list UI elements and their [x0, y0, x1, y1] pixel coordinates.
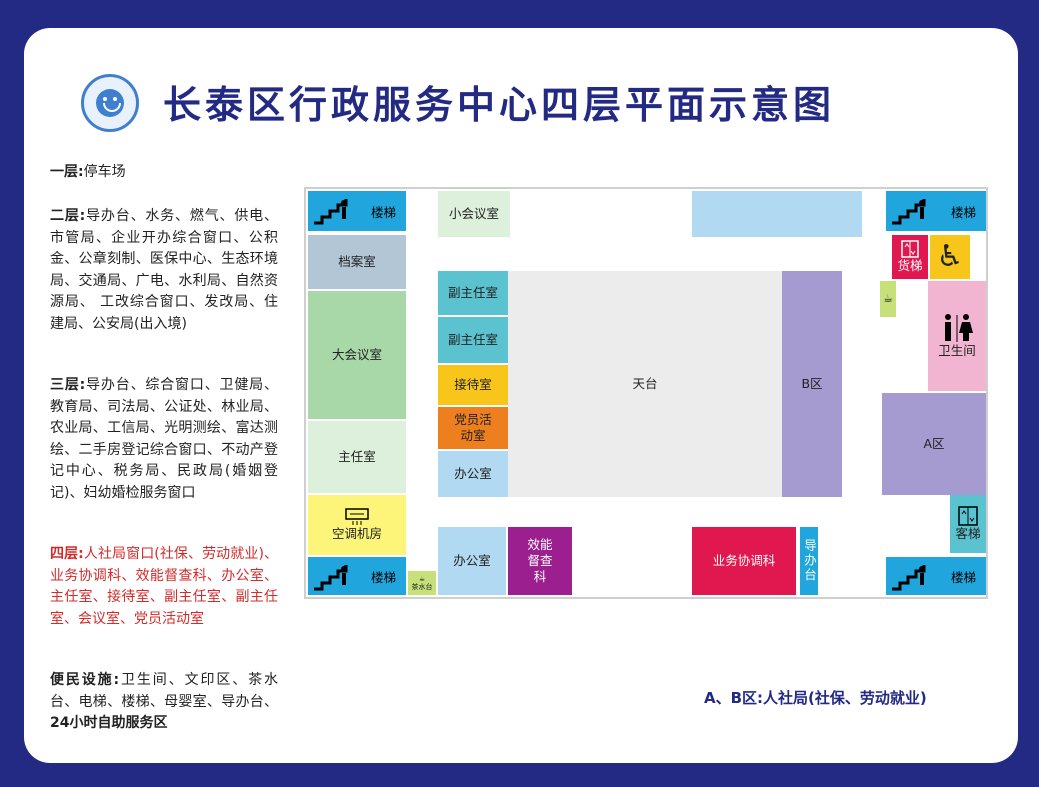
- stairs-label: 楼梯: [370, 204, 396, 220]
- office1-label: 办公室: [454, 466, 492, 481]
- elevator-icon: [901, 240, 919, 258]
- stairs-label: 楼梯: [950, 569, 976, 585]
- passenger-elevator: 客梯: [950, 495, 986, 553]
- small-meeting-label: 小会议室: [448, 206, 499, 221]
- accessible-toilet: ♿: [930, 235, 970, 279]
- legend-f1-label: 一层:: [50, 164, 84, 180]
- stairs-label: 楼梯: [370, 569, 396, 585]
- smile-face-icon: [96, 89, 124, 117]
- tea-label: 茶水台: [411, 583, 433, 591]
- legend-fac-bold: 24小时自助服务区: [50, 715, 168, 731]
- stairs-icon: [314, 565, 348, 591]
- zone-note: A、B区:人社局(社保、劳动就业): [704, 689, 927, 707]
- freight-label: 货梯: [897, 258, 923, 273]
- center-logo: [81, 74, 139, 132]
- director-room: 主任室: [308, 421, 406, 493]
- deputy2-label: 副主任室: [447, 332, 498, 347]
- archive-room: 档案室: [308, 235, 406, 289]
- party-activity-room: 党员活动室: [438, 407, 508, 449]
- legend-facilities: 便民设施:卫生间、文印区、茶水台、电梯、楼梯、母婴室、导办台、 24小时自助服务区: [50, 670, 278, 735]
- legend-floor-3: 三层:导办台、综合窗口、卫健局、教育局、司法局、公证处、林业局、农业局、工信局、…: [50, 375, 278, 504]
- deputy1-label: 副主任室: [447, 285, 498, 300]
- cup-icon: ☕: [883, 292, 893, 305]
- zone-a: A区: [882, 393, 986, 495]
- rooftop-terrace: 天台: [508, 271, 782, 497]
- aircon-room: 空调机房: [308, 495, 406, 555]
- stairs-top-right: 楼梯: [886, 191, 986, 231]
- legend-f2-label: 二层:: [50, 208, 86, 224]
- legend-floor-4: 四层:人社局窗口(社保、劳动就业)、业务协调科、效能督查科、办公室、 主任室、接…: [50, 544, 278, 630]
- deputy-director-room-2: 副主任室: [438, 317, 508, 363]
- aircon-label: 空调机房: [331, 526, 382, 541]
- legend-fac-label: 便民设施:: [50, 672, 120, 688]
- legend-f4-label: 四层:: [50, 546, 84, 562]
- restroom: 卫生间: [928, 281, 986, 391]
- legend-f2-text: 导办台、水务、燃气、供电、市管局、企业开办综合窗口、公积金、公章刻制、医保中心、…: [50, 208, 279, 332]
- legend-fac-text: 卫生间、文印区、茶水台、电梯、楼梯、母婴室、导办台、: [50, 672, 278, 710]
- terrace-label: 天台: [632, 376, 658, 391]
- aircon-icon: [345, 508, 369, 525]
- zone-a-label: A区: [923, 436, 945, 451]
- efficiency-label: 效能督查科: [527, 537, 553, 584]
- business-coordination-room: 业务协调科: [692, 527, 796, 595]
- big-meeting-room: 大会议室: [308, 291, 406, 419]
- legend-f4-text: 人社局窗口(社保、劳动就业)、业务协调科、效能督查科、办公室、 主任室、接待室、…: [50, 546, 278, 627]
- wheelchair-icon: ♿: [936, 239, 964, 274]
- stairs-bottom-right: 楼梯: [886, 557, 986, 595]
- passenger-label: 客梯: [955, 526, 981, 541]
- coordination-label: 业务协调科: [712, 553, 776, 568]
- page-title: 长泰区行政服务中心四层平面示意图: [163, 83, 836, 127]
- top-corridor-block: [692, 191, 862, 237]
- stairs-label: 楼梯: [950, 204, 976, 220]
- reception-label: 接待室: [454, 377, 492, 392]
- archive-label: 档案室: [338, 254, 376, 269]
- stairs-bottom-left: 楼梯: [308, 557, 406, 595]
- stairs-icon: [892, 199, 926, 225]
- reception-room: 接待室: [438, 365, 508, 405]
- deputy-director-room-1: 副主任室: [438, 271, 508, 315]
- zone-b: B区: [782, 271, 842, 497]
- legend-f3-text: 导办台、综合窗口、卫健局、教育局、司法局、公证处、林业局、农业局、工信局、光明测…: [50, 377, 279, 501]
- floor-plan: 楼梯 档案室 大会议室 主任室 空调机房 楼梯 ☕ 茶水台 小会议室 副主任室 副…: [304, 187, 988, 599]
- stairs-icon: [314, 199, 348, 225]
- legend-floor-2: 二层:导办台、水务、燃气、供电、市管局、企业开办综合窗口、公积金、公章刻制、医保…: [50, 206, 278, 335]
- small-meeting-room: 小会议室: [438, 191, 510, 237]
- freight-elevator: 货梯: [892, 235, 928, 279]
- elevator-icon: [958, 506, 978, 526]
- big-meeting-label: 大会议室: [331, 347, 382, 362]
- office2-label: 办公室: [453, 553, 491, 568]
- tea-station-left: ☕ 茶水台: [408, 571, 436, 595]
- stairs-icon: [892, 565, 926, 591]
- legend-f3-label: 三层:: [50, 377, 86, 393]
- zone-b-label: B区: [801, 376, 823, 391]
- stairs-top-left: 楼梯: [308, 191, 406, 231]
- restroom-icon: [945, 314, 973, 342]
- cup-icon: ☕: [418, 575, 426, 583]
- party-label: 党员活动室: [454, 412, 492, 443]
- legend-floor-1: 一层:停车场: [50, 162, 278, 184]
- legend-f1-text: 停车场: [83, 164, 126, 180]
- restroom-label: 卫生间: [938, 343, 976, 358]
- tea-station-right: ☕: [880, 281, 896, 317]
- office-lower: 办公室: [438, 527, 506, 595]
- guide-label: 导办台: [802, 539, 817, 583]
- guide-desk: 导办台: [800, 527, 818, 595]
- director-label: 主任室: [338, 449, 376, 464]
- office-upper: 办公室: [438, 451, 508, 497]
- efficiency-supervision-room: 效能督查科: [508, 527, 572, 595]
